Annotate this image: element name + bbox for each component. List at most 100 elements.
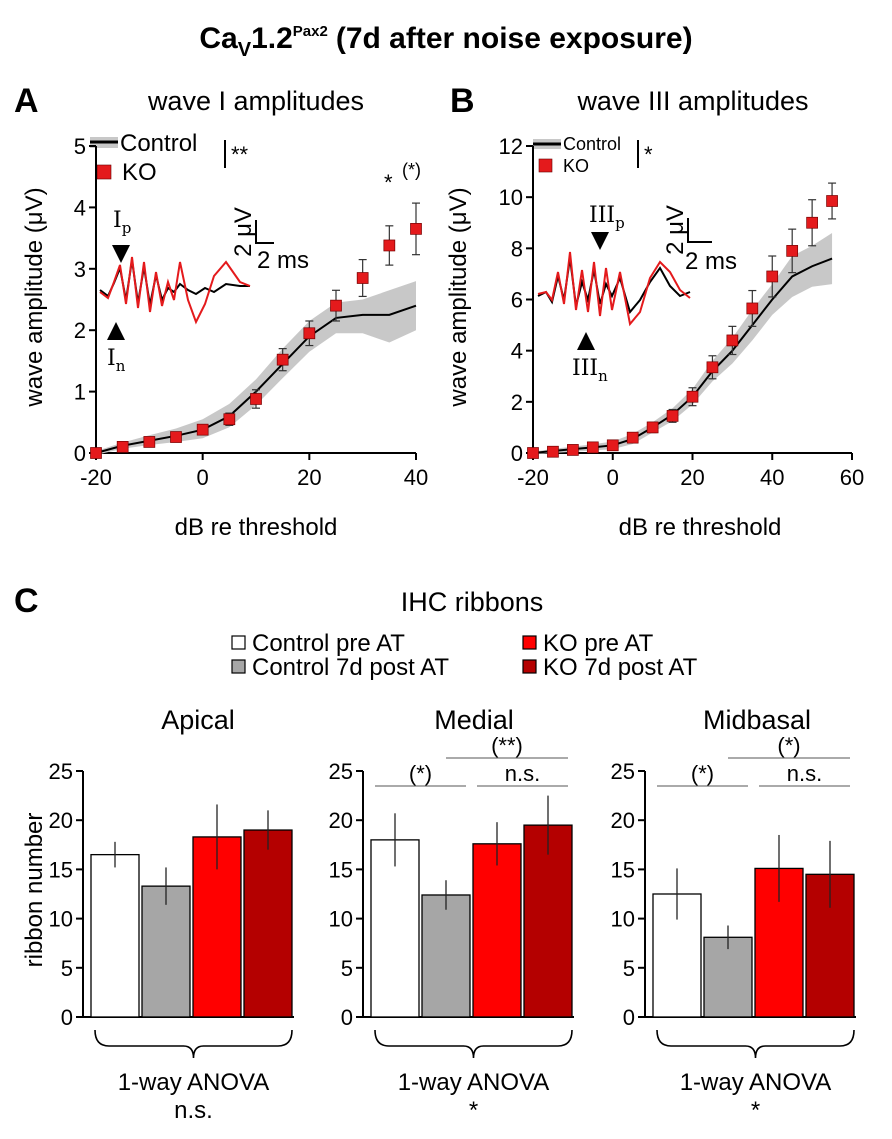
ko-data-point: [626, 431, 639, 444]
y-tick-label: 5: [623, 956, 635, 981]
control-sd-band: [96, 281, 416, 455]
ko-data-point: [786, 245, 799, 257]
y-tick-label: 20: [329, 808, 353, 833]
anova-result: n.s.: [174, 1097, 213, 1124]
ko-data-point: [143, 436, 156, 448]
peak-b-bottom-marker: [577, 332, 595, 350]
y-tick-label: 15: [611, 857, 635, 882]
anova-result: *: [751, 1097, 760, 1124]
legend-c-control-post: Control 7d post AT: [252, 654, 449, 681]
y-tick-label: 10: [499, 185, 523, 210]
ko-data-point: [547, 445, 559, 458]
bar: [370, 839, 420, 1018]
panel-c-letter: C: [14, 582, 39, 620]
y-tick-label: 0: [61, 1005, 73, 1030]
peak-a-top-marker: [112, 245, 130, 263]
y-tick-label: 0: [74, 441, 86, 466]
x-tick-label: 60: [840, 465, 864, 490]
y-tick-label: 15: [49, 857, 73, 882]
y-tick-label: 10: [611, 907, 635, 932]
y-tick-label: 8: [511, 236, 523, 261]
inset-b-ko-trace: [537, 251, 691, 327]
x-tick-label: -20: [517, 465, 549, 490]
legend-c-control-pre-swatch: [231, 635, 246, 650]
y-tick-label: 25: [611, 759, 635, 784]
ko-data-point: [383, 239, 396, 252]
comparison-label: n.s.: [505, 761, 540, 786]
legend-control-label: Control: [120, 130, 197, 157]
y-tick-label: 0: [341, 1005, 353, 1030]
legend-c-control-pre: Control pre AT: [252, 630, 405, 657]
ko-data-point: [223, 413, 236, 426]
y-tick-label: 1: [74, 380, 86, 405]
comparison-label: (**): [491, 733, 523, 758]
panel-b-xlabel: dB re threshold: [619, 514, 782, 541]
panel-c: C IHC ribbons Control pre AT Control 7d …: [14, 582, 856, 1124]
ko-data-point: [276, 353, 289, 366]
legend-sig-label: **: [231, 142, 249, 167]
legend-b-ko-marker: [538, 158, 553, 173]
point-annotation-star: *: [384, 170, 393, 195]
x-tick-label: 0: [607, 465, 619, 490]
y-tick-label: 4: [511, 339, 523, 364]
ko-data-point: [250, 393, 262, 405]
figure-title: CaV1.2Pax2 (7d after noise exposure): [199, 22, 692, 61]
title-sup-pax2: Pax2: [293, 23, 328, 40]
title-ca: Ca: [199, 22, 238, 55]
y-tick-label: 2: [511, 390, 523, 415]
ko-data-point: [410, 223, 422, 235]
x-tick-label: 40: [404, 465, 428, 490]
anova-brace: [94, 1029, 293, 1059]
anova-label: 1-way ANOVA: [680, 1069, 832, 1096]
bar: [90, 853, 140, 1018]
ko-data-point: [170, 431, 182, 443]
panel-a-xlabel: dB re threshold: [175, 514, 338, 541]
bar-chart-title: Apical: [161, 705, 235, 735]
legend-c-ko-pre: KO pre AT: [543, 630, 654, 657]
panel-b-title: wave III amplitudes: [576, 86, 808, 116]
x-tick-label: -20: [80, 465, 112, 490]
peak-b-top-label: IIIp: [589, 203, 625, 232]
panel-c-ylabel: ribbon number: [21, 813, 48, 968]
scale-a-voltage: 2 μV: [230, 207, 257, 257]
ko-data-point: [527, 447, 539, 459]
ko-data-point: [330, 299, 342, 312]
scale-a-time: 2 ms: [257, 247, 309, 274]
inset-a-ko-trace: [99, 256, 251, 325]
comparison-label: n.s.: [787, 761, 822, 786]
scale-b-time: 2 ms: [685, 248, 737, 275]
ko-data-point: [586, 441, 599, 454]
ko-data-point: [666, 410, 679, 422]
y-tick-label: 5: [61, 956, 73, 981]
legend-c-ko-post: KO 7d post AT: [543, 654, 698, 681]
x-tick-label: 40: [760, 465, 784, 490]
y-tick-label: 2: [74, 318, 86, 343]
comparison-label: (*): [691, 761, 714, 786]
bar-chart-title: Medial: [434, 705, 514, 735]
legend-c-control-post-swatch: [231, 659, 246, 674]
bar-chart-title: Midbasal: [703, 705, 811, 735]
x-tick-label: 20: [680, 465, 704, 490]
anova-result: *: [469, 1097, 478, 1124]
y-tick-label: 25: [329, 759, 353, 784]
anova-label: 1-way ANOVA: [118, 1069, 270, 1096]
panel-b: B wave III amplitudes wave amplitude (μV…: [445, 82, 864, 541]
bar-chart-midbasal: Midbasal 0 5 10 15 20 25 (*) (*) n.s. 1-way ANOVA*: [611, 705, 856, 1124]
y-tick-label: 6: [511, 288, 523, 313]
bar: [523, 824, 573, 1018]
legend-c-ko-pre-swatch: [522, 635, 537, 650]
anova-label: 1-way ANOVA: [398, 1069, 550, 1096]
ko-data-point: [766, 270, 779, 283]
title-rest: (7d after noise exposure): [336, 22, 693, 55]
ko-data-point: [646, 421, 659, 434]
peak-b-top-marker: [591, 232, 609, 250]
y-tick-label: 15: [329, 857, 353, 882]
legend-b-control-label: Control: [563, 134, 621, 154]
y-tick-label: 0: [623, 1005, 635, 1030]
ko-data-point: [567, 444, 579, 456]
y-tick-label: 25: [49, 759, 73, 784]
